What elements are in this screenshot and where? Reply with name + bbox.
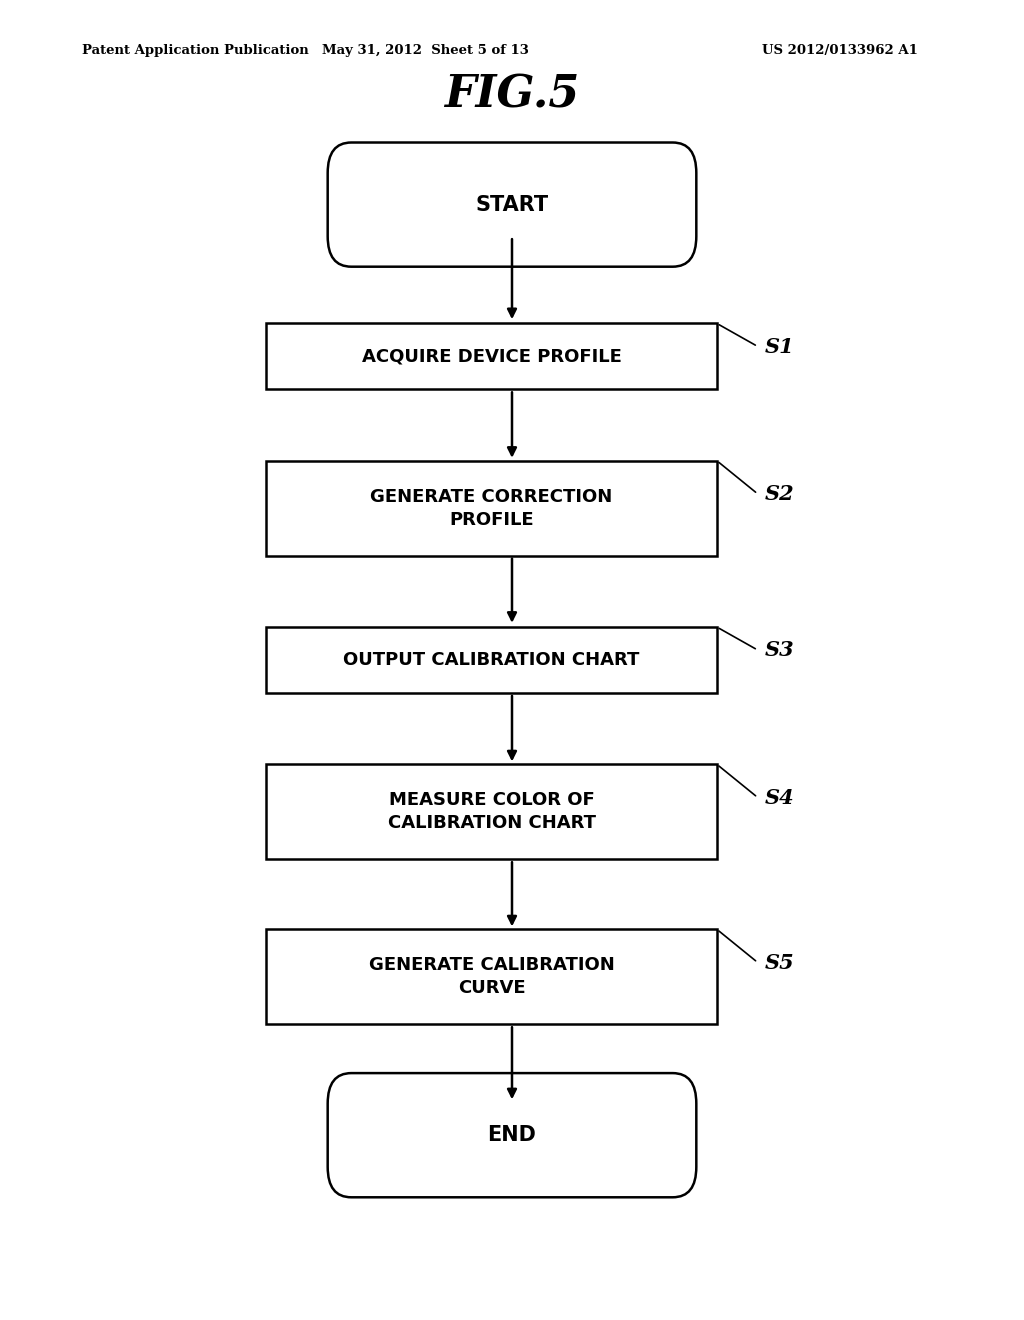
Text: S1: S1	[765, 337, 795, 356]
Text: S3: S3	[765, 640, 795, 660]
Bar	[266, 323, 717, 389]
Text: Patent Application Publication: Patent Application Publication	[82, 44, 308, 57]
Text: ACQUIRE DEVICE PROFILE: ACQUIRE DEVICE PROFILE	[361, 347, 622, 366]
Bar	[266, 461, 717, 556]
Text: START: START	[475, 194, 549, 215]
Text: S5: S5	[765, 953, 795, 973]
Text: US 2012/0133962 A1: US 2012/0133962 A1	[762, 44, 918, 57]
Text: GENERATE CORRECTION
PROFILE: GENERATE CORRECTION PROFILE	[371, 488, 612, 528]
FancyBboxPatch shape	[328, 1073, 696, 1197]
Text: S2: S2	[765, 484, 795, 504]
Text: May 31, 2012  Sheet 5 of 13: May 31, 2012 Sheet 5 of 13	[322, 44, 528, 57]
FancyBboxPatch shape	[328, 143, 696, 267]
Bar	[266, 929, 717, 1024]
Bar	[266, 764, 717, 859]
Text: END: END	[487, 1125, 537, 1146]
Text: FIG.5: FIG.5	[444, 74, 580, 116]
Text: OUTPUT CALIBRATION CHART: OUTPUT CALIBRATION CHART	[343, 651, 640, 669]
Text: S4: S4	[765, 788, 795, 808]
Text: MEASURE COLOR OF
CALIBRATION CHART: MEASURE COLOR OF CALIBRATION CHART	[387, 792, 596, 832]
Bar	[266, 627, 717, 693]
Text: GENERATE CALIBRATION
CURVE: GENERATE CALIBRATION CURVE	[369, 957, 614, 997]
